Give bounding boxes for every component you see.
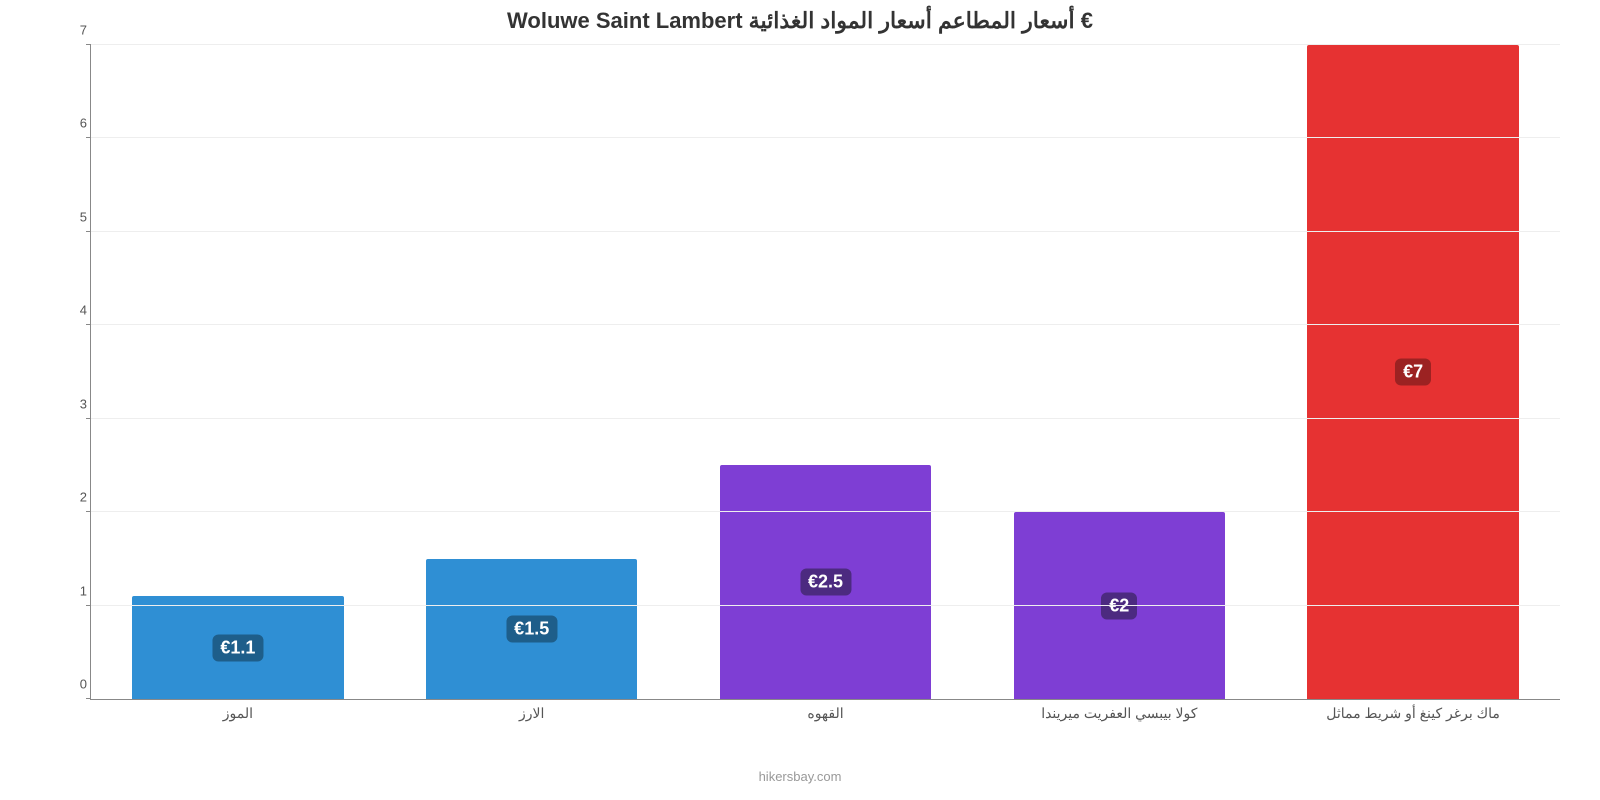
grid-line <box>91 231 1560 232</box>
x-category-label: القهوه <box>807 705 843 722</box>
y-tick-label: 5 <box>63 209 87 224</box>
y-tick-label: 1 <box>63 583 87 598</box>
y-tick-label: 6 <box>63 116 87 131</box>
y-tick-label: 0 <box>63 677 87 692</box>
chart-area: €7€2€2.5€1.5€1.1 01234567ماك برغر كينغ أ… <box>60 45 1560 730</box>
bar-value-label: €1.5 <box>506 615 557 642</box>
chart-title: € أسعار المطاعم أسعار المواد الغذائية Wo… <box>0 0 1600 34</box>
bar-value-label: €1.1 <box>212 634 263 661</box>
source-label: hikersbay.com <box>0 769 1600 784</box>
y-tick-mark <box>86 418 91 419</box>
bar: €2.5 <box>720 465 932 699</box>
y-tick-mark <box>86 324 91 325</box>
bar-value-label: €2 <box>1101 592 1137 619</box>
x-category-label: ماك برغر كينغ أو شريط مماثل <box>1326 705 1500 722</box>
y-tick-mark <box>86 605 91 606</box>
x-category-label: الموز <box>223 705 253 722</box>
y-tick-mark <box>86 44 91 45</box>
y-tick-mark <box>86 137 91 138</box>
grid-line <box>91 605 1560 606</box>
bar: €7 <box>1307 45 1519 699</box>
y-tick-label: 2 <box>63 490 87 505</box>
bar: €2 <box>1014 512 1226 699</box>
grid-line <box>91 324 1560 325</box>
x-category-label: الارز <box>519 705 544 722</box>
y-tick-label: 3 <box>63 396 87 411</box>
bar-value-label: €7 <box>1395 359 1431 386</box>
grid-line <box>91 137 1560 138</box>
grid-line <box>91 44 1560 45</box>
bar-value-label: €2.5 <box>800 569 851 596</box>
y-tick-mark <box>86 511 91 512</box>
y-tick-label: 7 <box>63 23 87 38</box>
grid-line <box>91 511 1560 512</box>
bar: €1.1 <box>132 596 344 699</box>
y-tick-label: 4 <box>63 303 87 318</box>
plot-area: €7€2€2.5€1.5€1.1 01234567ماك برغر كينغ أ… <box>90 45 1560 700</box>
y-tick-mark <box>86 698 91 699</box>
bar: €1.5 <box>426 559 638 699</box>
y-tick-mark <box>86 231 91 232</box>
x-category-label: كولا بيبسي العفريت ميريندا <box>1041 705 1197 722</box>
grid-line <box>91 418 1560 419</box>
bars-container: €7 €2 €2.5 €1.5 €1.1 <box>91 45 1560 699</box>
